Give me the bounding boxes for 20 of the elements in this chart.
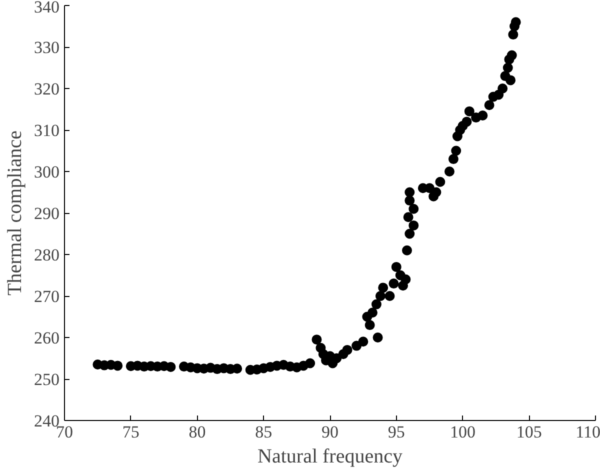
y-tick-label: 330 (34, 38, 60, 57)
x-tick-label: 85 (255, 422, 272, 442)
y-tick-label: 260 (34, 328, 60, 348)
x-tick-label: 90 (322, 422, 338, 442)
x-tick-label: 100 (450, 422, 476, 442)
y-tick-label: 290 (34, 204, 60, 223)
x-tick-label: 75 (122, 422, 140, 442)
y-tick-label: 250 (34, 370, 60, 389)
y-tick-label: 340 (34, 0, 60, 16)
x-tick-label: 80 (188, 422, 206, 442)
x-axis-title: Natural frequency (258, 446, 402, 468)
y-axis-title: Thermal compliance (4, 130, 26, 296)
y-tick-label: 280 (34, 246, 60, 264)
y-tick-label: 300 (34, 162, 60, 182)
x-tick-label: 95 (388, 422, 405, 442)
y-tick-label: 320 (34, 80, 60, 98)
x-tick-label: 110 (576, 422, 600, 442)
y-tick-label: 310 (34, 121, 60, 140)
x-tick-label: 105 (516, 422, 542, 442)
y-tick-label: 270 (34, 287, 60, 306)
